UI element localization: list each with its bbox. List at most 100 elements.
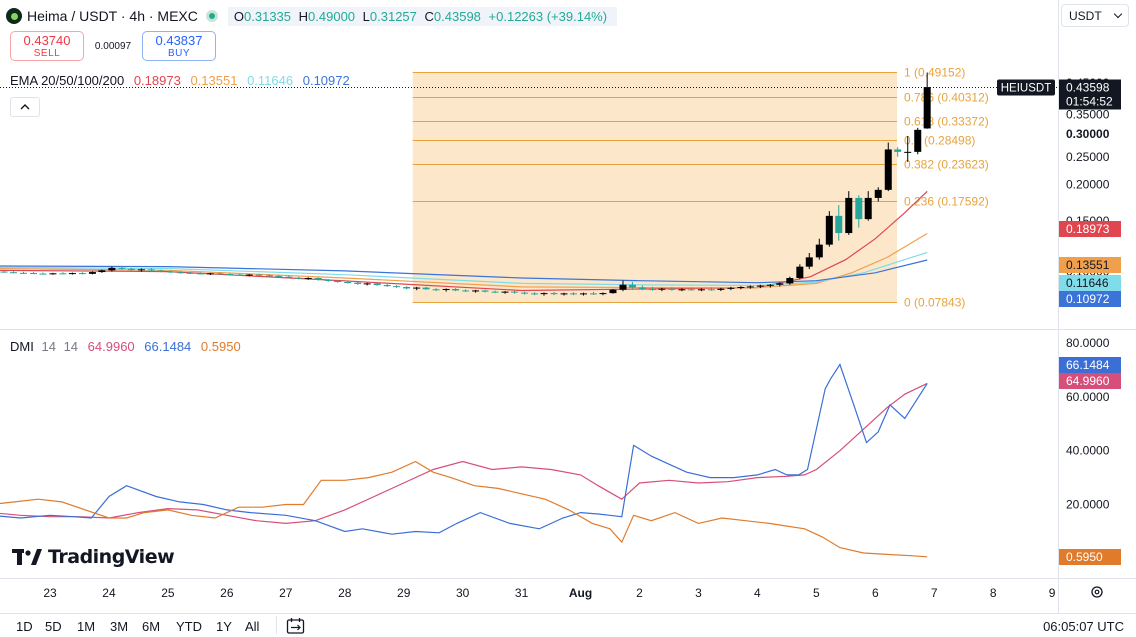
x-tick-label: 4: [754, 586, 761, 600]
range-3m-button[interactable]: 3M: [110, 619, 129, 634]
tradingview-logo-text: TradingView: [48, 546, 175, 568]
candle-body: [472, 290, 480, 292]
candle: [845, 191, 853, 235]
symbol-tag-bg: [997, 79, 1055, 96]
candle-body: [815, 244, 823, 258]
ema-axis-tag-bg: [1059, 257, 1121, 273]
y-tick-label: 0.25000: [1066, 150, 1110, 164]
candle: [245, 274, 253, 277]
fib-level-label: 0.236 (0.17592): [904, 195, 989, 209]
range-ytd-button[interactable]: YTD: [176, 619, 202, 634]
candle-body: [855, 197, 863, 220]
x-tick-label: 28: [338, 586, 352, 600]
candle: [452, 288, 460, 292]
candle: [855, 195, 863, 228]
candles: [0, 72, 931, 296]
candle-body: [226, 274, 234, 276]
candle-body: [727, 287, 735, 289]
candle: [904, 136, 912, 162]
candle: [413, 286, 421, 291]
candle: [29, 272, 37, 275]
minus-di-value: 0.5950: [200, 339, 241, 354]
candle: [186, 271, 194, 275]
candle: [344, 280, 352, 284]
dmi-axis-tag-bg: [1059, 373, 1121, 389]
candle-body: [756, 285, 764, 287]
candle-body: [491, 291, 499, 293]
dmi-legend[interactable]: DMI 14 14 64.9960 66.1484 0.5950: [10, 339, 247, 354]
candle-body: [0, 271, 8, 273]
x-tick-label: 7: [931, 586, 938, 600]
candle: [835, 205, 843, 241]
dmi-lines: [0, 363, 928, 558]
trade-buttons: 0.43740 SELL 0.00097 0.43837 BUY: [10, 31, 216, 61]
candle-body: [314, 277, 322, 280]
candle: [0, 270, 8, 273]
dmi-param-2: 14: [63, 339, 79, 354]
collapse-legend-button[interactable]: [10, 97, 40, 117]
candle-body: [796, 266, 804, 278]
candle: [481, 289, 489, 293]
dmi-axis-tag-value: 64.9960: [1066, 374, 1110, 388]
candle-body: [157, 270, 165, 272]
candle: [363, 282, 371, 286]
ema-axis-tag: 0.10972: [1059, 291, 1121, 307]
candle: [599, 292, 607, 296]
range-5d-button[interactable]: 5D: [45, 619, 62, 634]
axis-tags: 0.18973 0.13551 0.11646 0.10972 HEIUSDT 0.435…: [997, 79, 1121, 565]
fib-level-label: 0.5 (0.28498): [904, 134, 975, 148]
candle-body: [88, 272, 96, 274]
candle: [825, 211, 833, 247]
candle: [157, 269, 165, 273]
close-label: C: [424, 8, 434, 24]
open-label: O: [233, 8, 245, 24]
symbol-title[interactable]: Heima / USDT · 4h · MEXC: [27, 8, 198, 24]
candle: [39, 272, 47, 275]
range-1d-button[interactable]: 1D: [16, 619, 33, 634]
gear-icon[interactable]: [1091, 586, 1103, 598]
ema-line: [0, 259, 928, 284]
toolbar-divider: [276, 616, 277, 634]
candle: [177, 271, 185, 274]
candle-body: [118, 267, 126, 269]
candle-body: [9, 272, 17, 274]
candle-body: [628, 284, 636, 288]
candle-body: [363, 283, 371, 285]
sell-button[interactable]: 0.43740 SELL: [10, 31, 84, 61]
candle: [540, 292, 548, 296]
candle-body: [894, 149, 902, 152]
x-tick-label: 29: [397, 586, 411, 600]
range-1m-button[interactable]: 1M: [77, 619, 96, 634]
candle-body: [108, 267, 116, 271]
chevron-up-icon: [20, 104, 30, 110]
candle: [462, 289, 470, 292]
candle: [766, 284, 774, 288]
candle: [422, 286, 430, 290]
candle: [324, 279, 332, 282]
candle: [98, 269, 106, 273]
gear-icon-hub: [1094, 589, 1100, 595]
candle-body: [373, 283, 381, 286]
utc-time[interactable]: 06:05:07 UTC: [1043, 619, 1124, 634]
candle: [147, 268, 155, 272]
fib-level-label: 1 (0.49152): [904, 66, 965, 80]
ema-legend[interactable]: EMA 20/50/100/200 0.18973 0.13551 0.1164…: [10, 73, 356, 88]
range-6m-button[interactable]: 6M: [142, 619, 161, 634]
candle: [569, 292, 577, 296]
x-tick-label: 23: [43, 586, 57, 600]
range-1y-button[interactable]: 1Y: [216, 619, 232, 634]
currency-select[interactable]: USDT: [1061, 4, 1129, 27]
candle-body: [29, 273, 37, 275]
buy-button[interactable]: 0.43837 BUY: [142, 31, 216, 61]
candle-body: [678, 289, 686, 291]
tradingview-logo[interactable]: TradingView: [12, 546, 175, 568]
range-all-button[interactable]: All: [245, 619, 260, 634]
candle: [727, 286, 735, 291]
calendar-range-icon[interactable]: [286, 617, 306, 635]
candle-body: [216, 273, 224, 275]
candle: [707, 287, 715, 291]
candle: [609, 289, 617, 294]
candle: [167, 270, 175, 273]
